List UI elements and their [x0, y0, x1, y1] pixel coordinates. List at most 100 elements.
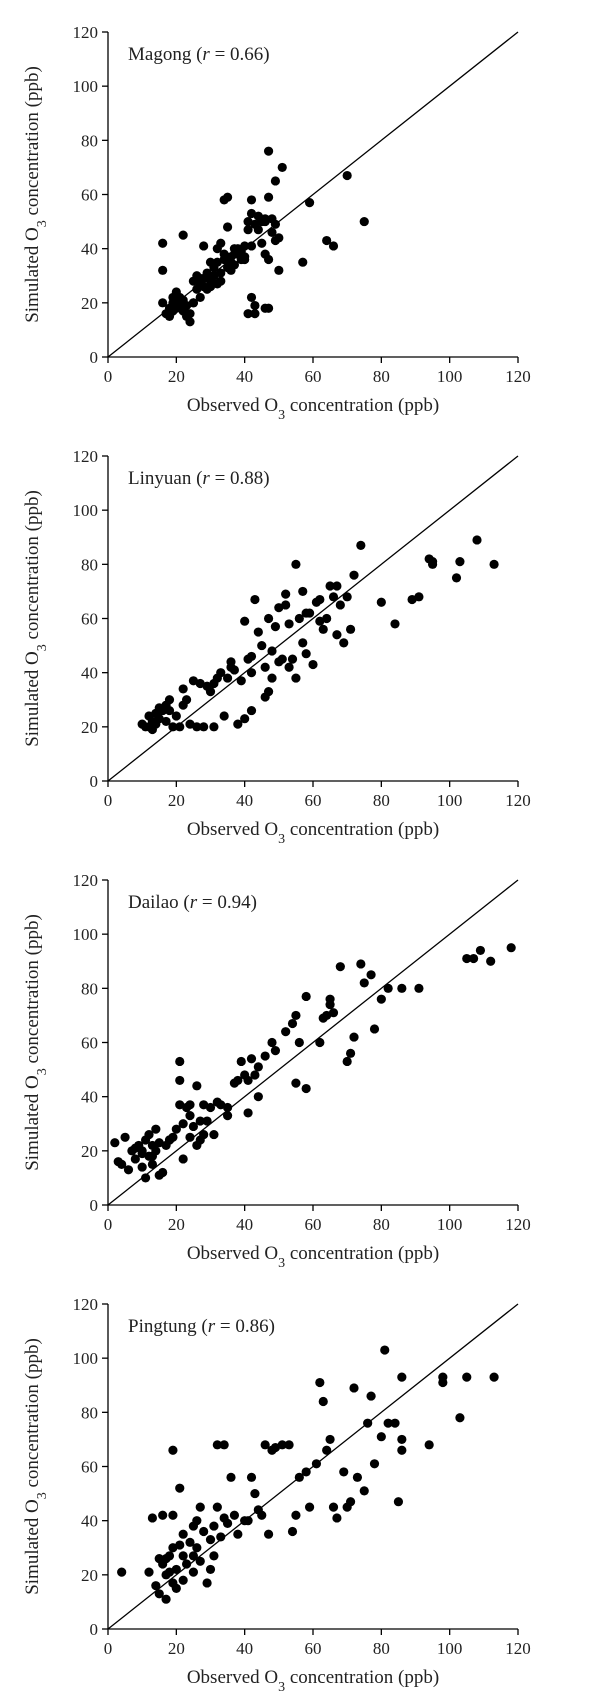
- x-tick-label: 40: [236, 791, 253, 810]
- x-tick-label: 20: [168, 1215, 185, 1234]
- data-point: [475, 945, 486, 956]
- x-tick-label: 60: [305, 1215, 322, 1234]
- data-point: [144, 1567, 154, 1577]
- data-point: [284, 662, 294, 672]
- data-point: [195, 1556, 205, 1566]
- data-point: [226, 1472, 236, 1482]
- data-point: [335, 962, 345, 972]
- data-point: [294, 1037, 304, 1048]
- data-point: [298, 638, 308, 648]
- y-tick-label: 0: [90, 1620, 99, 1639]
- data-point: [168, 1445, 178, 1455]
- data-point: [359, 978, 369, 988]
- data-point: [199, 1526, 209, 1537]
- data-point: [328, 1502, 339, 1512]
- data-point: [209, 1129, 219, 1140]
- x-tick-label: 20: [168, 367, 185, 386]
- data-point: [209, 1551, 219, 1561]
- data-point: [151, 1124, 161, 1134]
- data-point: [468, 953, 479, 964]
- data-point: [110, 1138, 120, 1148]
- data-point: [222, 192, 233, 202]
- data-point: [253, 627, 263, 637]
- data-point: [192, 1081, 202, 1091]
- data-point: [335, 600, 345, 610]
- data-point: [267, 673, 277, 683]
- data-point: [171, 1564, 181, 1575]
- data-point: [222, 1111, 233, 1121]
- data-point: [263, 1529, 274, 1539]
- data-point: [216, 1532, 226, 1542]
- x-tick-label: 60: [305, 1639, 322, 1658]
- y-tick-label: 60: [81, 610, 98, 629]
- data-point: [345, 624, 356, 634]
- data-point: [199, 1129, 209, 1140]
- data-point: [356, 959, 366, 969]
- station-title: Dailao (r = 0.94): [128, 892, 257, 913]
- data-point: [185, 309, 195, 319]
- x-tick-label: 120: [505, 1639, 531, 1658]
- data-point: [195, 1502, 205, 1512]
- data-point: [178, 1529, 188, 1539]
- y-tick-label: 120: [73, 23, 99, 42]
- data-point: [359, 1486, 369, 1496]
- data-point: [277, 162, 287, 173]
- data-point: [175, 722, 185, 732]
- data-point: [243, 1108, 253, 1118]
- data-point: [243, 1516, 253, 1526]
- x-tick-label: 120: [505, 791, 531, 810]
- data-point: [243, 309, 253, 319]
- data-point: [414, 592, 424, 602]
- y-tick-label: 40: [81, 664, 98, 683]
- data-point: [212, 244, 222, 254]
- data-point: [397, 1434, 407, 1445]
- y-tick-label: 100: [73, 1349, 99, 1368]
- data-point: [281, 1027, 291, 1037]
- x-tick-label: 80: [373, 791, 390, 810]
- data-point: [250, 1070, 260, 1080]
- data-point: [315, 1377, 325, 1388]
- data-point: [267, 1037, 277, 1048]
- data-point: [257, 238, 267, 248]
- data-point: [168, 306, 178, 316]
- data-point: [325, 581, 335, 591]
- data-point: [349, 1032, 359, 1042]
- y-tick-label: 60: [81, 1034, 98, 1053]
- data-point: [308, 659, 318, 670]
- data-point: [506, 943, 516, 953]
- data-point: [328, 592, 339, 602]
- data-point: [178, 1551, 188, 1561]
- data-point: [202, 1116, 212, 1126]
- data-point: [250, 594, 260, 605]
- data-point: [489, 559, 499, 569]
- x-tick-label: 40: [236, 1215, 253, 1234]
- data-point: [287, 1018, 298, 1029]
- y-tick-label: 80: [81, 1403, 98, 1422]
- x-tick-label: 100: [437, 1215, 463, 1234]
- data-point: [263, 303, 274, 313]
- data-point: [246, 1054, 257, 1064]
- data-point: [188, 1551, 199, 1561]
- data-point: [222, 673, 233, 683]
- data-point: [260, 216, 270, 227]
- data-point: [376, 1432, 386, 1442]
- x-tick-label: 20: [168, 1639, 185, 1658]
- chart-panel-dailao: 0 20 40 60 80 100 120 0 20 40 60 80 100 120 Observed O…: [0, 848, 600, 1272]
- data-point: [318, 624, 328, 634]
- data-point: [158, 1510, 168, 1520]
- data-point: [216, 276, 226, 286]
- data-point: [164, 705, 175, 716]
- x-tick-label: 0: [104, 1639, 113, 1658]
- data-point: [328, 241, 339, 251]
- data-point: [270, 622, 281, 632]
- data-point: [274, 603, 284, 613]
- data-point: [277, 1440, 287, 1450]
- data-point: [257, 640, 267, 651]
- data-point: [164, 695, 175, 705]
- data-point: [427, 557, 438, 567]
- data-point: [212, 1440, 222, 1450]
- data-point: [205, 687, 216, 697]
- data-point: [243, 1075, 253, 1086]
- data-point: [315, 1037, 325, 1048]
- y-tick-label: 120: [73, 871, 99, 890]
